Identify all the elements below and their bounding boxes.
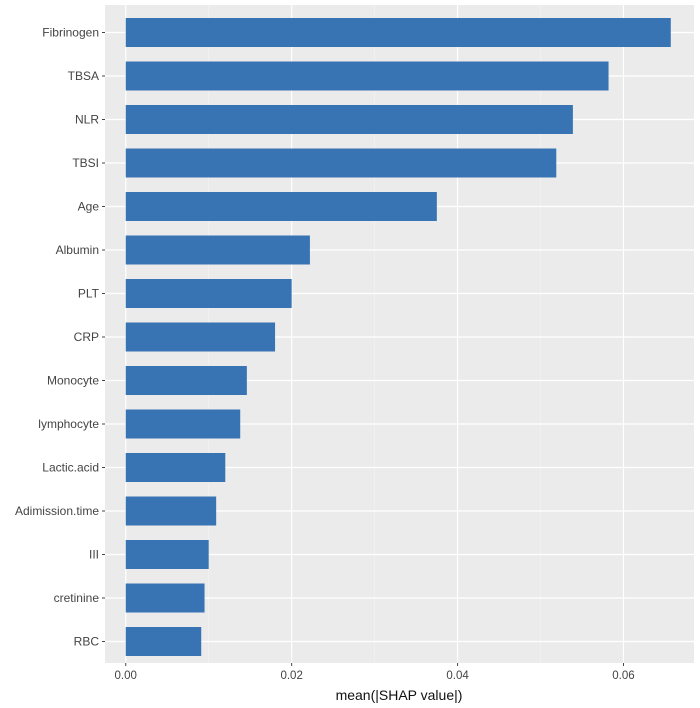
y-tick-label: TBSA bbox=[68, 69, 99, 83]
bar-plt bbox=[125, 279, 292, 308]
bar-monocyte bbox=[125, 366, 247, 395]
y-tick-label: III bbox=[89, 548, 99, 562]
y-tick-label: Albumin bbox=[56, 243, 99, 257]
bar-adimission-time bbox=[125, 496, 217, 526]
bar-tbsa bbox=[125, 61, 609, 91]
y-tick-label: Fibrinogen bbox=[42, 26, 99, 40]
y-tick-label: Adimission.time bbox=[15, 504, 99, 518]
x-axis-title: mean(|SHAP value|) bbox=[336, 687, 463, 703]
bar-cretinine bbox=[125, 583, 205, 613]
y-tick-label: cretinine bbox=[54, 591, 100, 605]
bar-layer bbox=[125, 18, 671, 656]
bar-iii bbox=[125, 540, 209, 569]
y-tick-label: CRP bbox=[74, 330, 99, 344]
bar-fibrinogen bbox=[125, 18, 671, 47]
y-tick-label: PLT bbox=[78, 287, 100, 301]
bar-rbc bbox=[125, 627, 202, 656]
bar-lactic-acid bbox=[125, 453, 226, 482]
bar-tbsi bbox=[125, 148, 557, 178]
x-tick-label: 0.02 bbox=[280, 670, 302, 682]
x-axis-ticks: 0.00 0.02 0.04 0.06 bbox=[115, 663, 635, 682]
y-tick-label: RBC bbox=[74, 635, 100, 649]
bar-age bbox=[125, 192, 437, 221]
x-tick-label: 0.00 bbox=[115, 670, 137, 682]
y-tick-label: lymphocyte bbox=[38, 417, 99, 431]
bar-nlr bbox=[125, 105, 573, 134]
y-tick-label: Monocyte bbox=[47, 374, 99, 388]
x-tick-label: 0.04 bbox=[446, 670, 469, 682]
x-tick-label: 0.06 bbox=[612, 670, 634, 682]
bar-albumin bbox=[125, 235, 310, 265]
y-tick-label: Age bbox=[78, 200, 100, 214]
y-tick-label: NLR bbox=[75, 113, 99, 127]
y-tick-label: TBSI bbox=[72, 156, 99, 170]
y-axis-labels: Fibrinogen TBSA NLR TBSI Age Albumin PLT CRP Mon… bbox=[15, 26, 105, 649]
bar-crp bbox=[125, 322, 276, 352]
bar-lymphocyte bbox=[125, 409, 241, 439]
y-tick-label: Lactic.acid bbox=[42, 461, 99, 475]
